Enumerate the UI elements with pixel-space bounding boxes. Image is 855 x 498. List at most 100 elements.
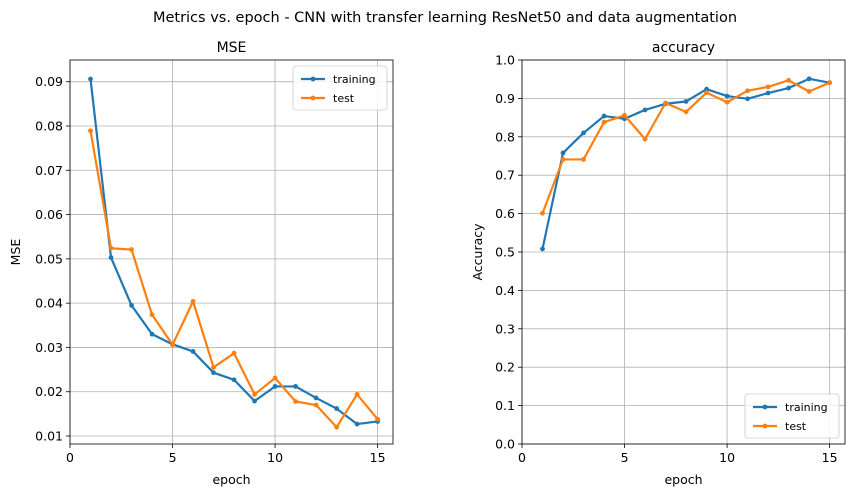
data-point-test [190,298,196,304]
y-tick-label: 0.01 [35,429,63,444]
series-test [88,128,381,430]
data-point-test [724,99,730,105]
y-tick-label: 0.8 [495,129,515,144]
y-tick-label: 0.02 [35,384,63,399]
data-point-test [231,350,237,356]
y-tick-label: 0.9 [495,91,515,106]
x-axis-label: epoch [664,472,702,487]
legend-label: test [333,92,355,105]
y-axis-label: Accuracy [470,223,485,281]
x-tick-label: 10 [719,450,735,465]
data-point-test [108,245,114,251]
data-point-training [211,370,216,376]
legend-label: test [785,420,807,433]
y-tick-label: 1.0 [495,53,515,68]
legend: training test [744,393,840,439]
y-tick-label: 0.08 [35,118,63,133]
data-point-test [601,119,607,125]
x-tick-label: 5 [621,450,629,465]
y-axis-label: MSE [8,239,23,266]
legend: training test [292,65,388,111]
data-point-training [786,85,792,91]
data-point-training [272,384,278,389]
subplot-title: MSE [217,40,247,56]
data-point-test [540,210,545,216]
legend-swatch-marker [310,95,316,101]
data-point-test [334,424,340,430]
legend-swatch-marker [762,404,768,410]
data-point-training [108,255,114,260]
data-point-test [745,88,750,94]
data-point-training [88,76,93,82]
legend-swatch-marker [310,76,316,82]
data-point-test [293,399,298,404]
y-tick-label: 0.0 [495,437,515,452]
data-point-training [129,302,134,308]
data-point-training [704,86,709,92]
x-tick-label: 10 [267,450,283,465]
data-point-training [190,349,196,354]
legend-label: training [785,401,828,414]
data-point-test [581,157,586,162]
data-point-training [334,406,340,411]
data-point-training [313,395,319,401]
data-point-training [354,421,360,427]
series-line-training [89,78,378,426]
y-tick-label: 0.6 [495,206,515,221]
data-point-test [642,136,648,142]
data-point-test [272,375,278,381]
data-point-training [724,93,730,99]
grid-lines [69,60,393,444]
y-tick-label: 0.7 [495,168,515,183]
grid-lines [521,59,845,445]
data-point-test [704,90,709,96]
y-tick-label: 0.03 [35,340,63,355]
data-point-test [806,89,812,94]
data-point-test [375,416,381,422]
y-tick-label: 0.09 [35,74,63,89]
data-point-test [622,112,627,118]
x-tick-label: 0 [66,450,74,465]
data-point-test [765,84,771,90]
data-point-training [745,96,750,102]
data-point-training [601,113,607,119]
data-point-training [252,398,257,404]
data-point-training [149,331,155,337]
data-point-test [827,80,833,86]
data-point-test [252,391,257,397]
mse-subplot: 0 5 10 15 0.01 0.02 0.03 0.04 0.05 0.06 0.07 0.08 0.… [8,40,394,487]
data-point-training [231,377,237,383]
series-line-training [541,77,830,250]
series-test [540,77,833,216]
series-line-test [89,130,379,429]
accuracy-subplot: 0 5 10 15 0.0 0.1 0.2 0.3 0.4 0.5 0.6 0.7 0.8 0.9 1.0 a… [470,40,846,487]
data-point-test [129,247,134,252]
data-point-test [683,109,689,115]
y-tick-label: 0.04 [35,296,63,311]
data-point-test [663,100,668,106]
x-tick-label: 15 [822,450,838,465]
data-point-test [354,391,360,397]
y-tick-label: 0.4 [495,283,515,298]
subplot-title: accuracy [652,40,715,56]
data-point-training [683,99,689,104]
x-axis-label: epoch [212,472,250,487]
axes-frame [69,59,394,445]
y-tick-label: 0.05 [35,251,63,266]
data-point-test [149,312,155,318]
x-tick-label: 5 [169,450,177,465]
x-tick-label: 0 [518,450,526,465]
data-point-test [786,77,792,83]
data-point-training [581,130,586,136]
data-point-training [560,150,566,156]
legend-label: training [333,73,376,86]
y-tick-label: 0.5 [495,245,515,260]
y-tick-label: 0.06 [35,207,63,222]
data-point-test [560,157,566,162]
data-point-test [88,128,93,134]
data-point-test [170,342,175,348]
data-point-training [293,384,298,389]
axes-frame [521,59,846,445]
y-tick-label: 0.3 [495,321,515,336]
